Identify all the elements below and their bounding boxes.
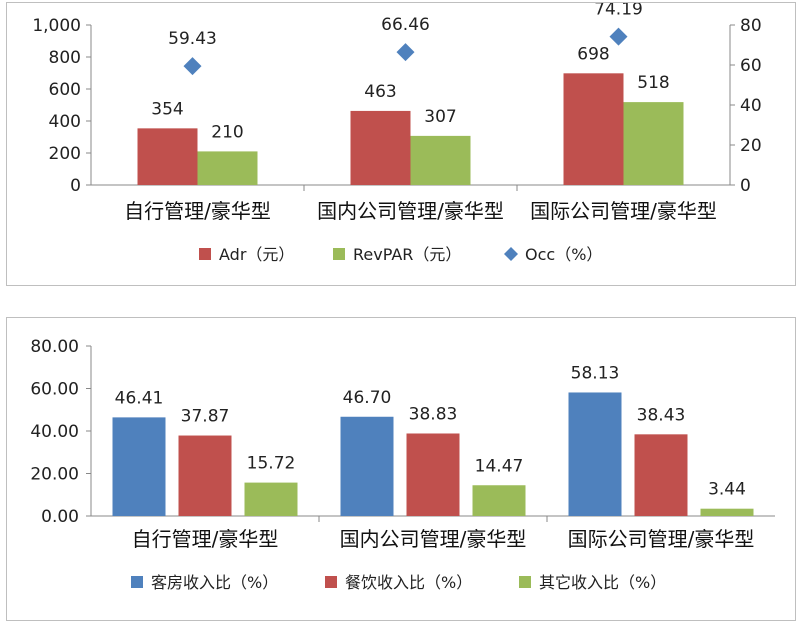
- x-category-label: 国际公司管理/豪华型: [568, 527, 755, 551]
- legend-label: RevPAR（元）: [353, 245, 461, 264]
- data-label-other-revenue: 14.47: [475, 456, 524, 476]
- chart-adr-revpar-occ: 0 200 400 600 800 1,000 0 20 40 60 80 自行管理/豪华型 354 21…: [32, 3, 762, 264]
- data-label-revpar: 518: [637, 73, 669, 93]
- bar-revpar: [197, 151, 258, 185]
- data-label-room-revenue: 46.70: [343, 388, 392, 408]
- bar-adr: [563, 73, 624, 185]
- data-label-room-revenue: 46.41: [115, 388, 164, 408]
- data-label-adr: 354: [151, 99, 183, 119]
- y-right-tick-label: 40: [740, 96, 762, 116]
- bar-adr: [137, 128, 198, 185]
- legend-swatch: [333, 248, 345, 260]
- y-left-tick-label: 0: [70, 176, 81, 196]
- marker-occ: [183, 57, 202, 76]
- data-label-other-revenue: 15.72: [247, 454, 296, 474]
- bar-other-revenue: [472, 485, 526, 516]
- chart-panel-revenue-share: 0.00 20.00 40.00 60.00 80.00 自行管理/豪华型 46.41 37.…: [6, 317, 796, 621]
- y-right-tick-label: 0: [740, 176, 751, 196]
- data-label-other-revenue: 3.44: [708, 480, 746, 500]
- bar-room-revenue: [340, 416, 394, 516]
- legend-swatch: [325, 576, 337, 588]
- data-label-occ: 66.46: [381, 15, 430, 35]
- bar-room-revenue: [568, 392, 622, 516]
- y-right-tick-label: 20: [740, 136, 762, 156]
- x-category-label: 国内公司管理/豪华型: [340, 527, 527, 551]
- legend-swatch: [519, 576, 531, 588]
- legend-label: 客房收入比（%）: [151, 573, 278, 592]
- y-tick-label: 20.00: [30, 465, 79, 485]
- data-label-revpar: 210: [211, 122, 243, 142]
- x-category-label: 国内公司管理/豪华型: [317, 199, 504, 223]
- bar-revpar: [410, 135, 471, 185]
- y-left-tick-label: 800: [49, 48, 81, 68]
- data-label-fnb-revenue: 38.43: [637, 405, 686, 425]
- y-tick-label: 0.00: [41, 507, 79, 527]
- y-left-tick-label: 1,000: [32, 16, 81, 36]
- data-label-occ: 74.19: [594, 3, 643, 20]
- y-left-tick-label: 600: [49, 80, 81, 100]
- data-label-room-revenue: 58.13: [571, 363, 620, 383]
- chart-panel-adr-revpar-occ: 0 200 400 600 800 1,000 0 20 40 60 80 自行管理/豪华型 354 21…: [6, 2, 796, 286]
- marker-occ: [609, 27, 628, 46]
- data-label-adr: 698: [577, 44, 609, 64]
- bar-other-revenue: [700, 508, 754, 516]
- legend-swatch: [199, 248, 211, 260]
- legend-label: Adr（元）: [219, 245, 294, 264]
- data-label-fnb-revenue: 38.83: [409, 404, 458, 424]
- y-left-tick-label: 400: [49, 112, 81, 132]
- legend-swatch: [504, 247, 518, 261]
- legend-label: Occ（%）: [525, 245, 602, 264]
- marker-occ: [396, 43, 415, 62]
- y-tick-label: 40.00: [30, 422, 79, 442]
- legend-label: 餐饮收入比（%）: [345, 573, 472, 592]
- chart-revenue-share: 0.00 20.00 40.00 60.00 80.00 自行管理/豪华型 46.41 37.…: [30, 337, 775, 592]
- bar-fnb-revenue: [634, 434, 688, 516]
- y-right-tick-label: 80: [740, 16, 762, 36]
- bar-room-revenue: [112, 417, 166, 516]
- y-left-tick-label: 200: [49, 144, 81, 164]
- data-label-revpar: 307: [424, 107, 456, 127]
- bar-adr: [350, 110, 411, 185]
- x-category-label: 自行管理/豪华型: [132, 527, 279, 551]
- x-category-label: 国际公司管理/豪华型: [530, 199, 717, 223]
- bar-fnb-revenue: [406, 433, 460, 516]
- legend-swatch: [131, 576, 143, 588]
- legend-label: 其它收入比（%）: [539, 573, 666, 592]
- x-category-label: 自行管理/豪华型: [124, 199, 271, 223]
- y-tick-label: 80.00: [30, 337, 79, 357]
- bar-revpar: [623, 102, 684, 185]
- bar-other-revenue: [244, 482, 298, 516]
- y-right-tick-label: 60: [740, 56, 762, 76]
- data-label-adr: 463: [364, 82, 396, 102]
- bar-fnb-revenue: [178, 435, 232, 516]
- data-label-fnb-revenue: 37.87: [181, 407, 230, 427]
- y-tick-label: 60.00: [30, 380, 79, 400]
- data-label-occ: 59.43: [168, 29, 217, 49]
